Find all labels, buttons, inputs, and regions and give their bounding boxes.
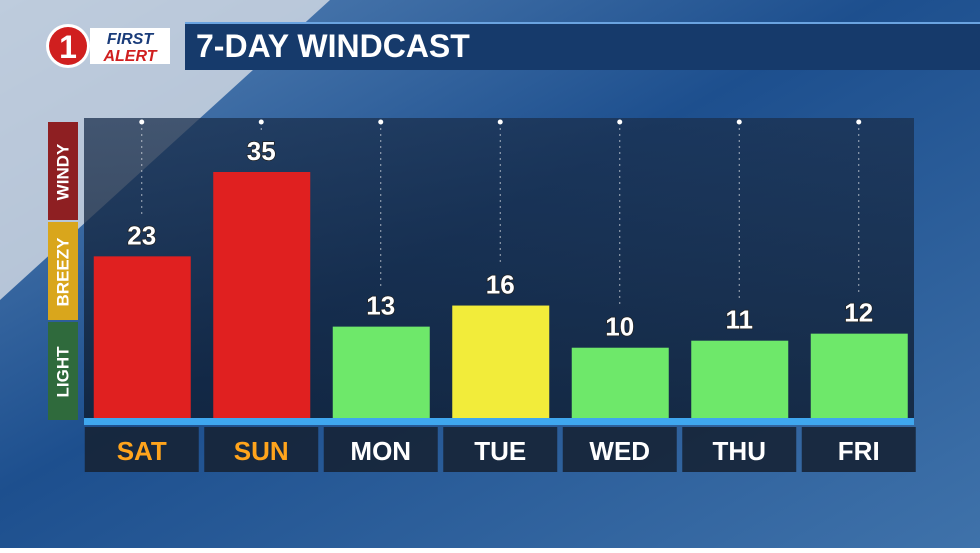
x-tick-label: FRI <box>838 436 880 466</box>
logo-circle <box>49 27 87 65</box>
x-tick-label: TUE <box>474 436 526 466</box>
zone-label: WINDY <box>53 143 72 200</box>
x-tick-label: WED <box>589 436 650 466</box>
day-box <box>204 427 319 472</box>
zone <box>48 322 78 420</box>
bar <box>810 333 908 418</box>
chart-title: 7-DAY WINDCAST <box>196 28 470 64</box>
chart: WINDY BREEZY LIGHT 23 SAT 35 SUN 13 MON 16 TUE 10 WE… <box>48 119 916 472</box>
value-label: 12 <box>844 298 873 328</box>
logo-top: FIRST <box>107 31 154 48</box>
guide-dot <box>617 119 623 125</box>
value-label: 23 <box>127 220 156 250</box>
bar <box>571 347 669 418</box>
guide-dot <box>497 119 503 125</box>
logo-box <box>90 28 170 64</box>
value-label: 10 <box>605 312 634 342</box>
guide-dot <box>736 119 742 125</box>
x-tick-label: MON <box>350 436 411 466</box>
x-tick-label: SAT <box>117 436 167 466</box>
bar <box>93 256 191 418</box>
title-bar <box>185 22 980 70</box>
x-tick-label: THU <box>713 436 766 466</box>
zone-label: LIGHT <box>53 346 72 398</box>
day-box <box>84 427 199 472</box>
guide-dot <box>856 119 862 125</box>
day-box <box>323 427 438 472</box>
zone-label: BREEZY <box>53 237 72 307</box>
zone <box>48 222 78 320</box>
logo-number: 1 <box>59 29 77 65</box>
x-tick-label: SUN <box>234 436 289 466</box>
day-box <box>682 427 797 472</box>
day-box <box>562 427 677 472</box>
value-label: 11 <box>726 305 754 335</box>
guide-dot <box>258 119 264 125</box>
logo-bottom: ALERT <box>102 48 157 65</box>
guide-dot <box>378 119 384 125</box>
value-label: 13 <box>366 291 395 321</box>
baseline <box>84 418 914 425</box>
zone <box>48 122 78 220</box>
guide-dot <box>139 119 145 125</box>
value-label: 16 <box>486 270 515 300</box>
bar <box>332 326 430 418</box>
bar <box>691 340 789 418</box>
day-box <box>443 427 558 472</box>
bar <box>452 305 550 418</box>
value-label: 35 <box>247 136 276 166</box>
day-box <box>801 427 916 472</box>
bar <box>213 172 311 418</box>
title-bar-edge <box>185 22 980 24</box>
